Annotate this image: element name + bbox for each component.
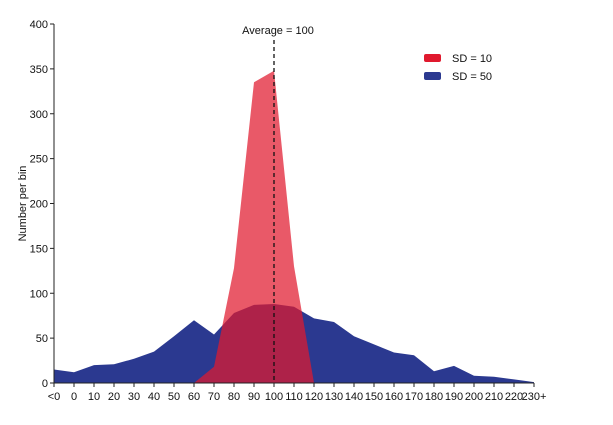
x-tick-label: 0 [71,391,77,403]
average-annotation: Average = 100 [242,25,314,37]
x-tick-label: 200 [465,391,483,403]
x-tick-label: 190 [445,391,463,403]
x-tick-label: 80 [228,391,240,403]
x-tick-label: 150 [365,391,383,403]
y-tick-label: 250 [30,154,48,166]
x-tick-label: 180 [425,391,443,403]
legend-swatch-sd-10 [424,54,441,62]
y-axis-title: Number per bin [17,166,29,242]
x-tick-label: 50 [168,391,180,403]
x-tick-label: 170 [405,391,423,403]
y-tick-label: 50 [36,333,48,345]
x-tick-label: <0 [48,391,61,403]
x-tick-label: 230+ [522,391,547,403]
y-tick-label: 100 [30,288,48,300]
series-area-sd-10 [194,70,314,383]
plot-areas [54,70,534,383]
x-axis-ticks: <0 0 10 20 30 40 50 60 70 80 90 100 110 120 130 140 150 1… [48,383,547,403]
x-tick-label: 40 [148,391,160,403]
legend-swatch-sd-50 [424,72,441,80]
x-tick-label: 70 [208,391,220,403]
x-tick-label: 30 [128,391,140,403]
x-tick-label: 110 [285,391,303,403]
y-tick-label: 150 [30,243,48,255]
x-tick-label: 220 [505,391,523,403]
y-tick-label: 0 [42,378,48,390]
x-tick-label: 120 [305,391,323,403]
annotation-layer: Average = 100 [242,25,314,383]
x-tick-label: 10 [88,391,100,403]
y-tick-label: 200 [30,199,48,211]
x-tick-label: 20 [108,391,120,403]
x-tick-label: 90 [248,391,260,403]
legend-label-sd-50: SD = 50 [452,71,492,83]
x-tick-label: 160 [385,391,403,403]
x-tick-label: 140 [345,391,363,403]
y-axis-ticks: 0 50 100 150 200 250 300 350 400 [30,19,54,390]
legend: SD = 10 SD = 50 [424,53,492,83]
y-tick-label: 350 [30,64,48,76]
x-tick-label: 130 [325,391,343,403]
legend-label-sd-10: SD = 10 [452,53,492,65]
x-tick-label: 100 [265,391,283,403]
x-tick-label: 210 [485,391,503,403]
y-tick-label: 300 [30,109,48,121]
y-tick-label: 400 [30,19,48,31]
x-tick-label: 60 [188,391,200,403]
